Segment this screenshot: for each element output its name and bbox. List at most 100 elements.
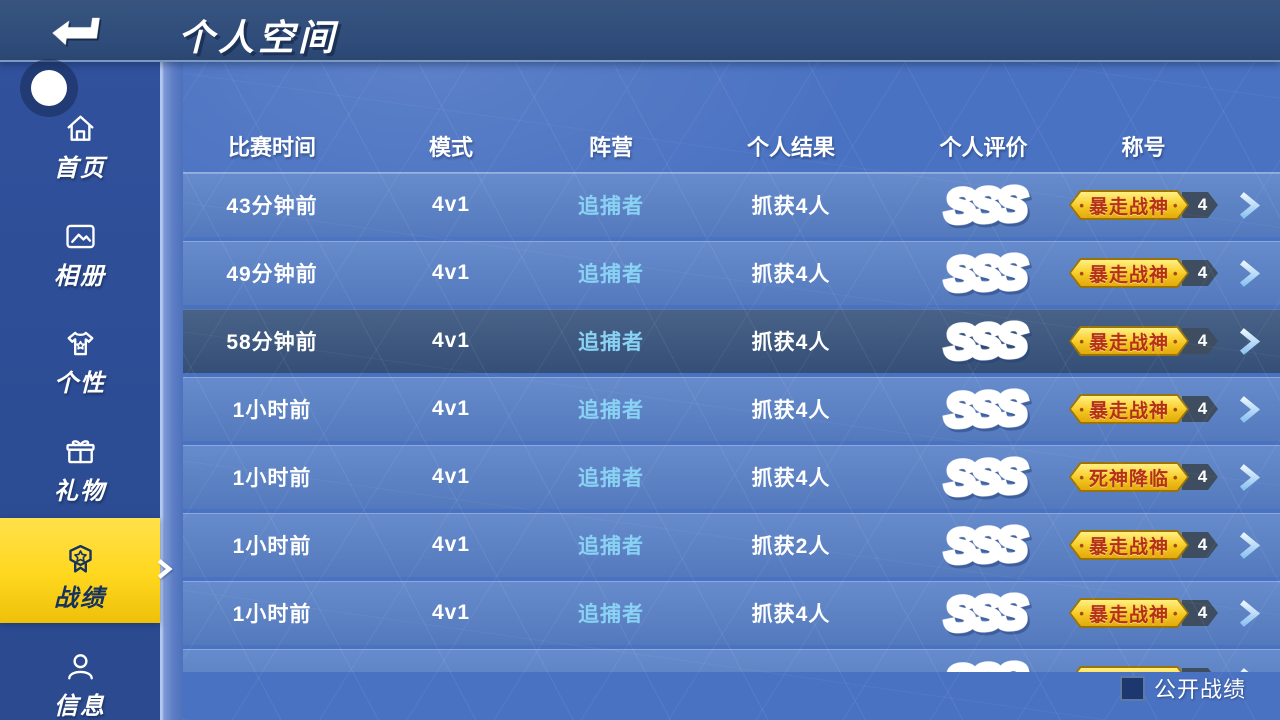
footer: 公开战绩 — [1119, 672, 1246, 704]
row-detail-button[interactable] — [1221, 599, 1280, 628]
sidebar-item-label: 战绩 — [54, 585, 106, 612]
row-detail-button[interactable] — [1221, 191, 1280, 220]
sss-rating-graphic: SSS — [938, 246, 1029, 301]
personal-result: 抓获4人 — [751, 331, 831, 354]
chevron-right-icon — [1239, 463, 1262, 492]
sidebar-item-label: 相册 — [54, 262, 106, 290]
title-badge-cell: • 暴走战神 • 4 — [1066, 190, 1221, 220]
sidebar-divider — [160, 62, 183, 720]
faction: 追捕者 — [578, 263, 644, 286]
record-row[interactable]: 1小时前 4v1 追捕者 抓获2人 SSS • 暴走战神 • 4 — [183, 513, 1280, 577]
rating-cell: SSS — [901, 314, 1066, 369]
chevron-right-icon — [1239, 395, 1262, 424]
row-detail-button[interactable] — [1221, 395, 1280, 424]
personal-result: 抓获4人 — [751, 399, 831, 422]
rating-cell: SSS — [901, 178, 1066, 233]
faction: 追捕者 — [578, 331, 644, 354]
tshirt-icon — [64, 327, 97, 360]
sidebar-item-style[interactable]: 个性 — [0, 327, 160, 398]
title-badge-cell: • 暴走战神 • 4 — [1066, 326, 1221, 356]
title-badge-label: 死神降临 — [1088, 468, 1169, 490]
title-count-tag — [1182, 668, 1218, 672]
faction: 追捕者 — [578, 535, 644, 558]
album-icon — [64, 220, 97, 253]
floating-dot-inner — [31, 70, 67, 106]
badge-dot-right: • — [1173, 401, 1179, 417]
person-icon — [64, 650, 97, 683]
badge-dot-left: • — [1079, 333, 1085, 349]
match-time: 1小时前 — [232, 535, 312, 558]
row-detail-button[interactable] — [1221, 531, 1280, 560]
match-mode: 4v1 — [431, 601, 471, 624]
chevron-right-icon — [1239, 259, 1262, 288]
row-detail-button[interactable] — [1221, 327, 1280, 356]
sss-rating-graphic: SSS — [938, 518, 1029, 573]
title-badge-cell: • • — [1066, 666, 1221, 672]
match-mode: 4v1 — [431, 397, 471, 420]
header-divider — [183, 172, 1280, 173]
row-detail-button[interactable] — [1221, 463, 1280, 492]
title-badge-label: 暴走战神 — [1088, 536, 1169, 558]
records-list: 43分钟前 4v1 追捕者 抓获4人 SSS • 暴走战神 • 4 49分钟前 … — [183, 173, 1280, 672]
match-mode: 4v1 — [431, 261, 471, 284]
col-header-title: 称号 — [1121, 135, 1166, 160]
badge-dot-right: • — [1173, 197, 1179, 213]
title-badge: • 死神降临 • — [1069, 462, 1189, 492]
badge-dot-left: • — [1079, 605, 1085, 621]
sidebar-item-info[interactable]: 信息 — [0, 650, 160, 720]
sss-rating-graphic: SSS — [938, 382, 1029, 437]
back-button[interactable] — [44, 11, 114, 53]
active-item-highlight — [0, 518, 160, 623]
match-time: 1小时前 — [232, 399, 312, 422]
sss-rating-graphic: SSS — [938, 450, 1029, 505]
sidebar-item-home[interactable]: 首页 — [0, 112, 160, 183]
sidebar-item-label: 个性 — [54, 370, 106, 397]
floating-dot[interactable] — [20, 59, 78, 117]
title-badge: • 暴走战神 • — [1069, 598, 1189, 628]
sidebar-item-label: 首页 — [54, 155, 106, 182]
sidebar-item-album[interactable]: 相册 — [0, 220, 160, 291]
sss-rating-graphic: SSS — [938, 314, 1029, 369]
match-mode: 4v1 — [431, 533, 471, 556]
personal-result: 抓获4人 — [751, 603, 831, 626]
badge-dot-left: • — [1079, 265, 1085, 281]
personal-result: 抓获2人 — [751, 535, 831, 558]
title-badge: • 暴走战神 • — [1069, 190, 1189, 220]
active-pointer-icon — [157, 559, 173, 579]
sidebar-item-gift[interactable]: 礼物 — [0, 435, 160, 506]
badge-dot-left: • — [1079, 537, 1085, 553]
title-badge-label: 暴走战神 — [1088, 264, 1169, 286]
badge-dot-left: • — [1079, 197, 1085, 213]
record-row[interactable]: 43分钟前 4v1 追捕者 抓获4人 SSS • 暴走战神 • 4 — [183, 173, 1280, 237]
match-time: 58分钟前 — [226, 331, 318, 354]
personal-result: 抓获4人 — [751, 195, 831, 218]
chevron-right-icon — [1239, 531, 1262, 560]
public-records-checkbox[interactable] — [1119, 675, 1145, 701]
col-header-rating: 个人评价 — [939, 135, 1028, 160]
chevron-right-icon — [1239, 191, 1262, 220]
record-row[interactable]: 58分钟前 4v1 追捕者 抓获4人 SSS • 暴走战神 • 4 — [183, 309, 1280, 373]
badge-dot-left: • — [1079, 469, 1085, 485]
rating-cell: SSS — [901, 654, 1066, 672]
rating-cell: SSS — [901, 382, 1066, 437]
row-detail-button[interactable] — [1221, 259, 1280, 288]
badge-dot-right: • — [1173, 469, 1179, 485]
sidebar: 首页 相册 个性 礼物 战绩 信息 — [0, 62, 173, 720]
record-row[interactable]: 49分钟前 4v1 追捕者 抓获4人 SSS • 暴走战神 • 4 — [183, 241, 1280, 305]
record-row[interactable]: 1小时前 4v1 追捕者 抓获4人 SSS • 死神降临 • 4 — [183, 445, 1280, 509]
title-badge-label: 暴走战神 — [1088, 604, 1169, 626]
sidebar-item-record[interactable]: 战绩 — [0, 542, 160, 613]
top-bar: 个人空间 — [0, 0, 1280, 62]
records-panel: 比赛时间 模式 阵营 个人结果 个人评价 称号 43分钟前 4v1 追捕者 抓获… — [183, 62, 1280, 720]
title-badge-label: 暴走战神 — [1088, 332, 1169, 354]
record-row[interactable]: 1小时前 4v1 追捕者 抓获4人 SSS • 暴走战神 • 4 — [183, 377, 1280, 441]
chevron-right-icon — [1239, 327, 1262, 356]
medal-icon — [64, 542, 97, 575]
match-time: 49分钟前 — [226, 263, 318, 286]
badge-dot-right: • — [1173, 333, 1179, 349]
record-row[interactable]: SSS • • — [183, 649, 1280, 672]
col-header-time: 比赛时间 — [227, 135, 316, 160]
record-row[interactable]: 1小时前 4v1 追捕者 抓获4人 SSS • 暴走战神 • 4 — [183, 581, 1280, 645]
title-badge: • 暴走战神 • — [1069, 326, 1189, 356]
